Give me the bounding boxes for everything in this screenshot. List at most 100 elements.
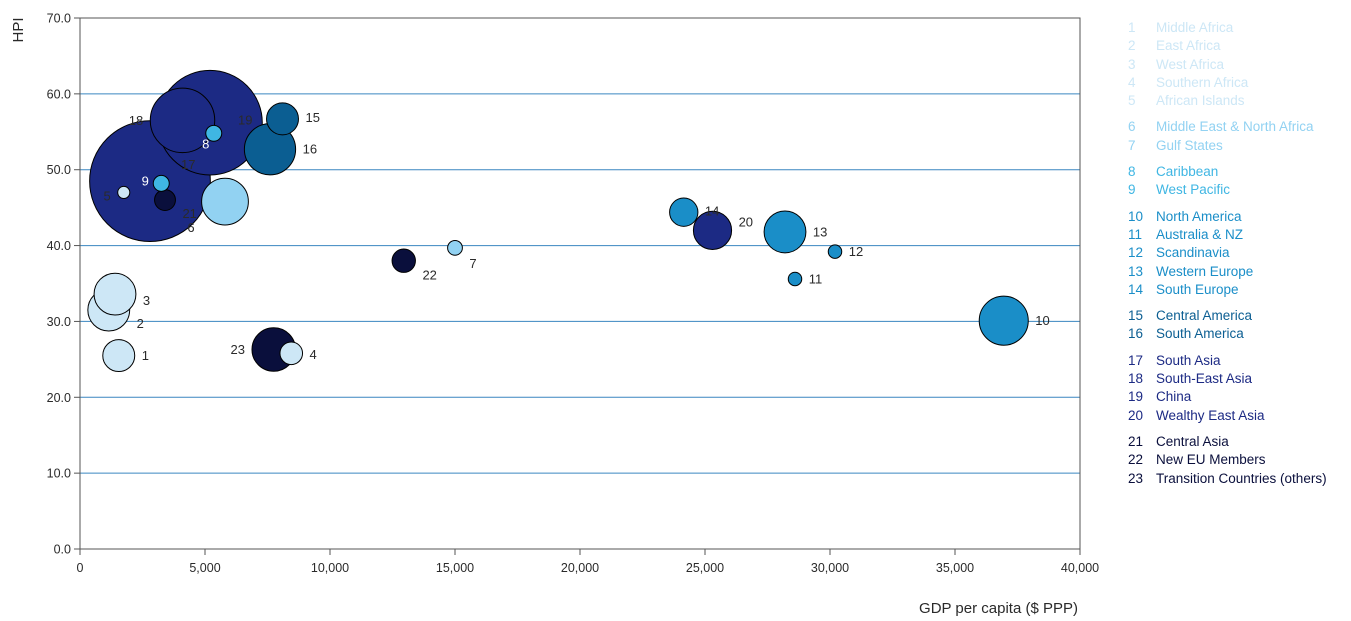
bubble-label-9: 9 [142, 173, 149, 188]
x-tick-label: 15,000 [436, 561, 474, 575]
legend-item: 18 South-East Asia [1128, 370, 1350, 388]
x-tick-label: 10,000 [311, 561, 349, 575]
legend-item-number: 1 [1128, 20, 1136, 35]
legend-item-label: East Africa [1156, 38, 1221, 54]
bubble-6 [201, 177, 249, 226]
legend-item-label: Central Asia [1156, 433, 1229, 449]
y-tick-label: 40.0 [47, 239, 71, 253]
bubble-10 [978, 295, 1029, 346]
x-tick-label: 25,000 [686, 561, 724, 575]
legend-item-label: Transition Countries (others) [1156, 470, 1327, 486]
legend-item-label: South-East Asia [1156, 371, 1253, 387]
bubble-label-1: 1 [142, 348, 149, 363]
legend-item: 7 Gulf States [1128, 137, 1350, 155]
legend-item-label: Western Europe [1156, 263, 1254, 279]
y-axis-title: HPI [10, 17, 27, 42]
bubble-label-11: 11 [809, 271, 823, 286]
bubble-5 [117, 185, 131, 200]
legend: 1 Middle Africa 2 East Africa 3 West Africa 4 S… [1128, 19, 1350, 496]
y-tick-label: 0.0 [54, 543, 71, 557]
legend-item-number: 12 [1128, 245, 1144, 261]
legend-item-number: 11 [1128, 226, 1143, 242]
legend-item-label: Middle East & North Africa [1156, 119, 1314, 135]
legend-item-label: Middle Africa [1156, 20, 1234, 35]
legend-item: 19 China [1128, 388, 1350, 406]
legend-item: 17 South Asia [1128, 352, 1350, 370]
legend-item-number: 14 [1128, 281, 1144, 297]
bubble-label-4: 4 [310, 347, 317, 362]
legend-item-number: 19 [1128, 389, 1144, 405]
bubble-label-10: 10 [1035, 313, 1049, 328]
legend-item: 16 South America [1128, 325, 1350, 343]
legend-group-transition: 21 Central Asia 22 New EU Members 23 Transiti… [1128, 433, 1350, 488]
legend-group-asia: 17 South Asia 18 South-East Asia 19 China 20 We… [1128, 352, 1350, 425]
legend-item-label: West Africa [1156, 56, 1225, 72]
legend-item-number: 9 [1128, 182, 1136, 198]
legend-item-label: South Europe [1156, 281, 1239, 297]
legend-item-label: North America [1156, 208, 1242, 224]
legend-item: 10 North America [1128, 208, 1350, 226]
legend-item-label: African Islands [1156, 93, 1245, 109]
y-tick-label: 60.0 [47, 87, 71, 101]
legend-item-number: 20 [1128, 407, 1144, 423]
legend-item-number: 8 [1128, 164, 1136, 180]
x-tick-label: 20,000 [561, 561, 599, 575]
y-tick-label: 10.0 [47, 467, 71, 481]
bubble-11 [787, 271, 803, 287]
legend-item: 21 Central Asia [1128, 433, 1350, 451]
bubble-13 [763, 210, 807, 254]
x-tick-label: 35,000 [936, 561, 974, 575]
legend-item-label: Wealthy East Asia [1156, 407, 1265, 423]
legend-item-label: Southern Africa [1156, 74, 1249, 90]
legend-item-label: Australia & NZ [1156, 226, 1244, 242]
y-tick-label: 70.0 [47, 12, 71, 26]
legend-item: 3 West Africa [1128, 56, 1350, 74]
legend-item: 12 Scandinavia [1128, 244, 1350, 262]
bubble-14 [669, 197, 699, 227]
y-tick-label: 50.0 [47, 163, 71, 177]
legend-item-number: 21 [1128, 433, 1144, 449]
legend-item-label: New EU Members [1156, 452, 1266, 468]
bubble-4 [279, 341, 304, 366]
bubble-3 [93, 272, 137, 316]
legend-item: 20 Wealthy East Asia [1128, 407, 1350, 425]
bubble-label-12: 12 [849, 244, 863, 259]
bubble-label-3: 3 [143, 293, 150, 308]
x-tick-label: 0 [77, 561, 84, 575]
legend-item-number: 18 [1128, 371, 1144, 387]
bubble-label-2: 2 [137, 316, 144, 331]
bubble-label-17: 17 [181, 157, 195, 172]
bubble-label-7: 7 [469, 256, 476, 271]
bubble-label-15: 15 [305, 110, 319, 125]
legend-item-label: South America [1156, 326, 1244, 342]
legend-item-number: 2 [1128, 38, 1136, 54]
legend-item-number: 23 [1128, 470, 1144, 486]
legend-item-number: 22 [1128, 452, 1144, 468]
x-tick-label: 30,000 [811, 561, 849, 575]
legend-item: 4 Southern Africa [1128, 74, 1350, 92]
bubble-chart: 0.0 10.0 20.0 30.0 40.0 50.0 60.0 70.0 0 5,000 10,… [10, 12, 1100, 618]
legend-group-europe_oecd: 10 North America 11 Australia & NZ 12 Scandin… [1128, 208, 1350, 299]
legend-group-africa: 1 Middle Africa 2 East Africa 3 West Africa 4 S… [1128, 19, 1350, 110]
legend-item-number: 4 [1128, 74, 1136, 90]
bubble-label-21: 21 [182, 206, 196, 221]
bubble-1 [102, 339, 136, 373]
x-axis-title: GDP per capita ($ PPP) [919, 600, 1078, 617]
bubble-7 [447, 239, 463, 256]
legend-item-label: China [1156, 389, 1192, 405]
axes: 0.0 10.0 20.0 30.0 40.0 50.0 60.0 70.0 0 5,000 10,… [47, 12, 1100, 576]
legend-item-label: Central America [1156, 308, 1253, 324]
legend-item-number: 7 [1128, 137, 1136, 153]
bubble-label-22: 22 [422, 268, 436, 283]
x-tick-label: 40,000 [1061, 561, 1099, 575]
legend-item-number: 15 [1128, 308, 1144, 324]
bubble-label-23: 23 [231, 342, 245, 357]
bubble-label-6: 6 [187, 220, 194, 235]
legend-item-number: 16 [1128, 326, 1144, 342]
y-tick-label: 20.0 [47, 391, 71, 405]
legend-item-number: 10 [1128, 208, 1144, 224]
bubble-9 [152, 174, 170, 192]
legend-item: 15 Central America [1128, 307, 1350, 325]
x-tick-label: 5,000 [189, 561, 220, 575]
